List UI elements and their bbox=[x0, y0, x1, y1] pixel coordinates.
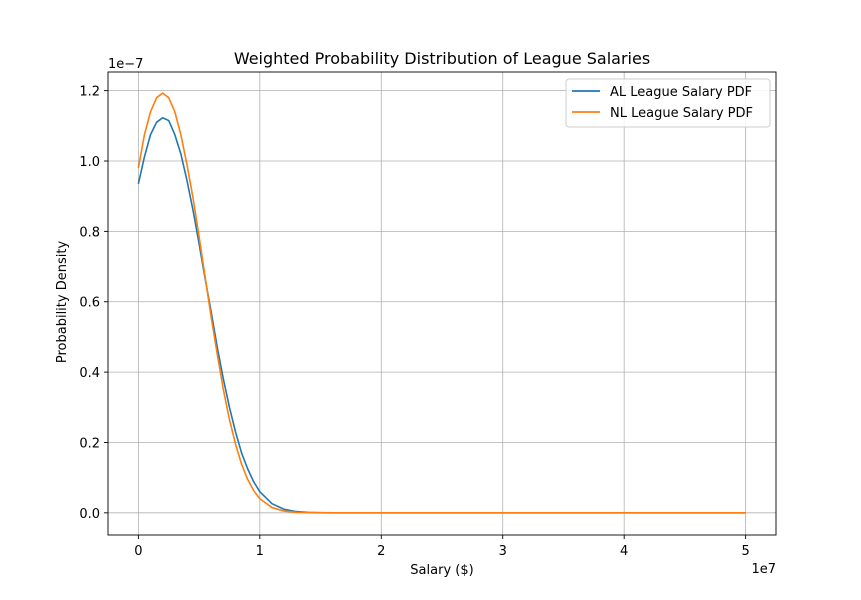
y-tick-label: 1.2 bbox=[79, 85, 100, 100]
y-tick-label: 0.2 bbox=[79, 436, 100, 451]
legend-label-1: NL League Salary PDF bbox=[610, 106, 753, 121]
x-tick-label: 4 bbox=[620, 544, 628, 559]
y-tick-label: 0.6 bbox=[79, 296, 100, 311]
chart-title: Weighted Probability Distribution of Lea… bbox=[234, 49, 650, 68]
x-tick-label: 5 bbox=[741, 544, 749, 559]
legend-label-0: AL League Salary PDF bbox=[610, 85, 752, 100]
x-tick-label: 2 bbox=[377, 544, 385, 559]
x-tick-label: 3 bbox=[499, 544, 507, 559]
plot-area: 0 1 2 3 4 5 0.0 0.2 0.4 0.6 0.8 1.0 1.2 AL League Sal… bbox=[79, 71, 777, 559]
y-tick-label: 1.0 bbox=[79, 155, 100, 170]
x-tick-label: 0 bbox=[134, 544, 142, 559]
y-tick-label: 0.8 bbox=[79, 225, 100, 240]
y-axis-label: Probability Density bbox=[55, 241, 70, 364]
y-tick-label: 0.4 bbox=[79, 366, 100, 381]
y-tick-label: 0.0 bbox=[79, 507, 100, 522]
y-offset-text: 1e−7 bbox=[108, 57, 143, 72]
series-line-1 bbox=[137, 92, 746, 514]
axes-frame bbox=[107, 71, 777, 536]
legend-box bbox=[565, 78, 771, 128]
x-axis-label: Salary ($) bbox=[410, 563, 473, 578]
x-offset-text: 1e7 bbox=[751, 562, 776, 577]
x-tick-label: 1 bbox=[256, 544, 264, 559]
series-line-0 bbox=[137, 116, 746, 514]
